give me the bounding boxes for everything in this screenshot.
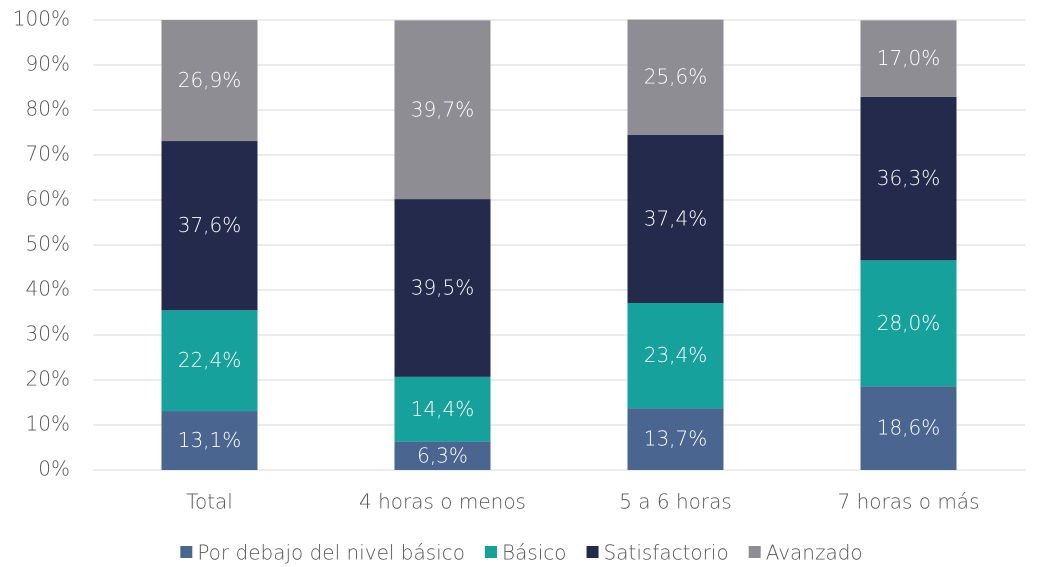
data-label: 13,7% [644,427,708,451]
y-tick-label: 100% [13,7,70,31]
bar-segment [860,96,957,261]
y-tick-label: 0% [38,457,70,481]
y-tick-label: 50% [26,232,70,256]
bar-segment [627,19,724,135]
x-tick-label: 7 horas o más [837,490,979,514]
data-label: 37,6% [178,213,242,237]
bar-segment [394,376,491,442]
bar-segment [394,441,491,470]
y-tick-label: 60% [26,187,70,211]
data-label: 39,7% [411,97,475,121]
y-tick-label: 10% [26,412,70,436]
bar-segment [860,260,957,387]
data-label: 28,0% [877,311,941,335]
bar-segment [161,310,258,412]
legend-swatch [180,546,193,558]
legend-swatch [748,546,761,558]
y-tick-label: 40% [26,277,70,301]
legend-swatch [484,546,497,558]
bar-segment [161,20,258,142]
data-label: 18,6% [877,416,941,440]
x-tick-label: Total [186,490,233,514]
y-tick-label: 90% [26,52,70,76]
y-tick-label: 80% [26,97,70,121]
bar-segment [627,408,724,470]
bar-segment [394,20,491,200]
data-label: 6,3% [417,443,468,467]
bar-segment [860,386,957,470]
bar-segment [627,134,724,304]
legend-label: Avanzado [766,541,863,565]
legend-label: Básico [502,541,567,565]
data-label: 23,4% [644,343,708,367]
data-label: 25,6% [644,65,708,89]
bar-segment [161,411,258,470]
bar-segment [161,141,258,311]
legend-label: Por debajo del nivel básico [197,541,465,565]
x-tick-label: 4 horas o menos [359,490,526,514]
bar-segment [860,20,957,97]
bar-segment [394,199,491,377]
data-label: 13,1% [178,428,242,452]
y-tick-label: 20% [26,367,70,391]
x-tick-label: 5 a 6 horas [619,490,732,514]
y-tick-label: 70% [26,142,70,166]
y-tick-label: 30% [26,322,70,346]
data-label: 36,3% [877,166,941,190]
legend-label: Satisfactorio [604,541,729,565]
data-label: 22,4% [178,348,242,372]
data-label: 14,4% [411,397,475,421]
data-label: 37,4% [644,206,708,230]
data-label: 17,0% [877,46,941,70]
data-label: 39,5% [411,275,475,299]
data-label: 26,9% [178,68,242,92]
legend-swatch [586,546,599,558]
bar-segment [627,303,724,409]
